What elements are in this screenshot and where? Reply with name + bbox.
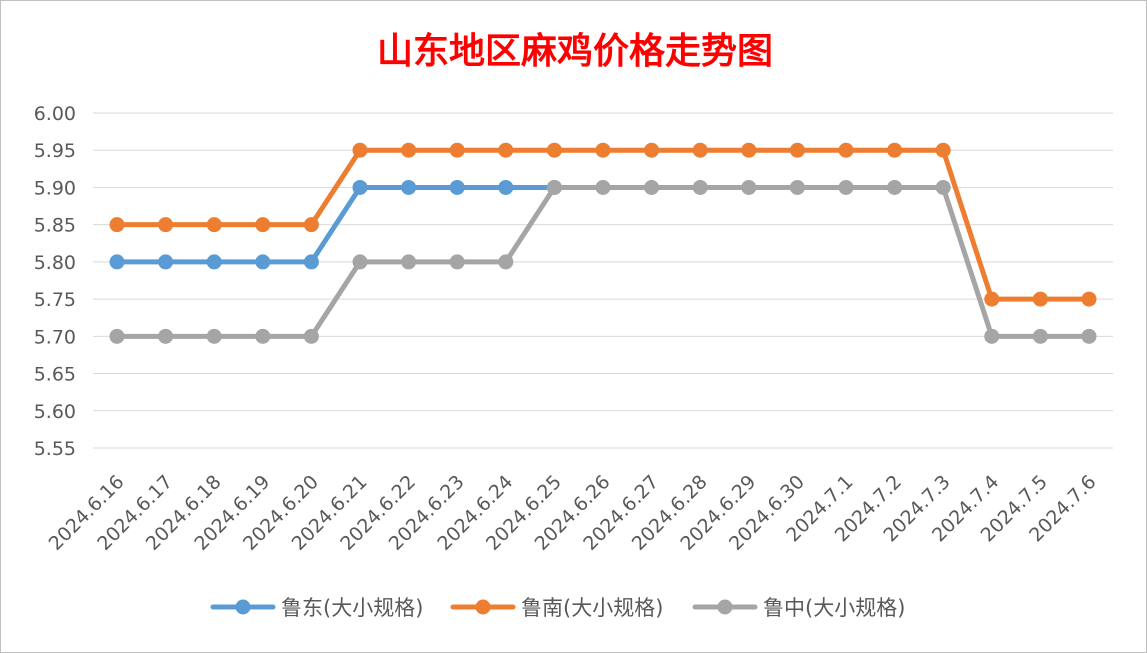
data-point xyxy=(692,142,708,158)
data-point xyxy=(887,142,903,158)
data-point xyxy=(303,328,319,344)
data-point xyxy=(789,142,805,158)
data-point xyxy=(158,217,174,233)
data-point xyxy=(887,179,903,195)
y-axis-ticks: 6.00 5.95 5.90 5.85 5.80 5.75 5.70 5.65 5.60 5.55 xyxy=(34,103,76,460)
data-point xyxy=(255,328,271,344)
y-tick-label: 5.80 xyxy=(34,252,76,274)
data-point xyxy=(1032,291,1048,307)
y-tick-label: 5.70 xyxy=(34,326,76,348)
data-point xyxy=(352,254,368,270)
data-point xyxy=(498,142,514,158)
y-tick-label: 5.75 xyxy=(34,289,76,311)
data-point xyxy=(789,179,805,195)
data-point xyxy=(644,179,660,195)
data-point xyxy=(1081,328,1097,344)
series-line xyxy=(114,184,557,265)
data-point xyxy=(595,179,611,195)
data-point xyxy=(449,142,465,158)
data-point xyxy=(935,179,951,195)
y-tick-label: 5.55 xyxy=(34,438,76,460)
data-point xyxy=(1081,291,1097,307)
data-point xyxy=(303,217,319,233)
legend-swatch-marker xyxy=(235,599,251,615)
data-point xyxy=(838,142,854,158)
series-0 xyxy=(109,179,562,270)
data-point xyxy=(449,179,465,195)
data-point xyxy=(109,217,125,233)
data-point xyxy=(158,328,174,344)
y-tick-label: 5.65 xyxy=(34,364,76,386)
legend: 鲁东(大小规格) 鲁南(大小规格) 鲁中(大小规格) xyxy=(210,596,905,620)
data-point xyxy=(595,142,611,158)
series-2 xyxy=(109,179,1097,344)
legend-swatch-marker xyxy=(475,599,491,615)
data-point xyxy=(546,179,562,195)
data-point xyxy=(255,254,271,270)
data-point xyxy=(546,142,562,158)
data-point xyxy=(255,217,271,233)
y-tick-label: 5.60 xyxy=(34,401,76,423)
data-point xyxy=(206,217,222,233)
series-lines xyxy=(109,142,1097,344)
y-tick-label: 5.90 xyxy=(34,177,76,199)
legend-label: 鲁南(大小规格) xyxy=(521,596,663,620)
legend-label: 鲁中(大小规格) xyxy=(763,596,905,620)
data-point xyxy=(741,179,757,195)
data-point xyxy=(692,179,708,195)
gridlines xyxy=(93,112,1113,449)
y-tick-label: 5.95 xyxy=(34,140,76,162)
data-point xyxy=(109,254,125,270)
data-point xyxy=(984,291,1000,307)
data-point xyxy=(352,142,368,158)
data-point xyxy=(644,142,660,158)
data-point xyxy=(158,254,174,270)
legend-item: 鲁南(大小规格) xyxy=(450,596,663,620)
data-point xyxy=(401,254,417,270)
legend-swatch-marker xyxy=(717,599,733,615)
data-point xyxy=(206,328,222,344)
data-point xyxy=(401,142,417,158)
data-point xyxy=(498,179,514,195)
data-point xyxy=(935,142,951,158)
data-point xyxy=(838,179,854,195)
legend-item: 鲁东(大小规格) xyxy=(210,596,423,620)
legend-item: 鲁中(大小规格) xyxy=(692,596,905,620)
data-point xyxy=(741,142,757,158)
data-point xyxy=(449,254,465,270)
data-point xyxy=(303,254,319,270)
data-point xyxy=(109,328,125,344)
data-point xyxy=(401,179,417,195)
series-1 xyxy=(109,142,1097,307)
y-tick-label: 5.85 xyxy=(34,215,76,237)
legend-label: 鲁东(大小规格) xyxy=(281,596,423,620)
chart-title: 山东地区麻鸡价格走势图 xyxy=(377,30,773,72)
y-tick-label: 6.00 xyxy=(34,103,76,125)
data-point xyxy=(352,179,368,195)
data-point xyxy=(984,328,1000,344)
data-point xyxy=(498,254,514,270)
x-axis-ticks: 2024.6.162024.6.172024.6.182024.6.192024… xyxy=(45,471,1101,555)
data-point xyxy=(1032,328,1048,344)
data-point xyxy=(206,254,222,270)
